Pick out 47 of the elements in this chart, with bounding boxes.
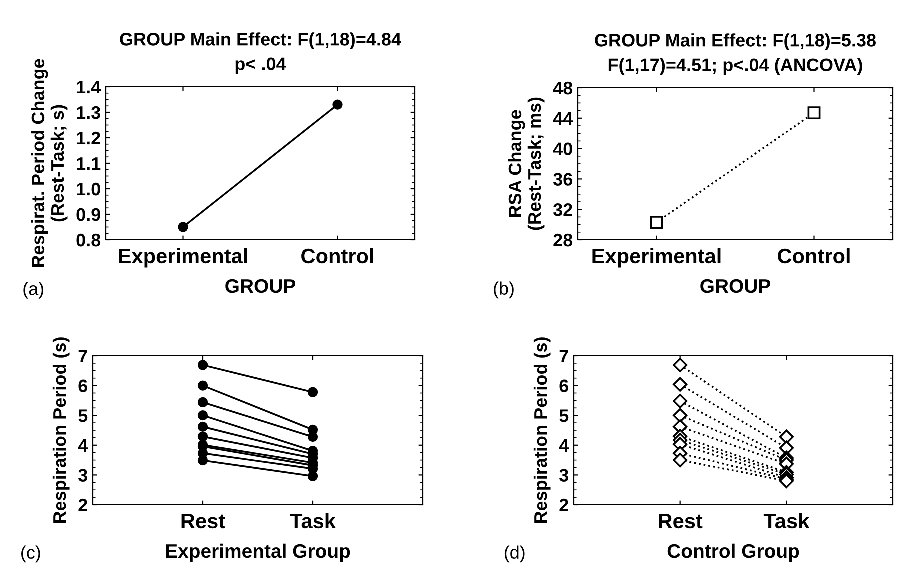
x-tick-label: Rest (182, 514, 226, 529)
text: (a) (24, 282, 44, 299)
y-tick-label: 5 (560, 410, 569, 422)
y-axis-title: Respirat. Period Change (Rest-Task; s) (31, 59, 68, 268)
y-tick-label: 1.0 (77, 182, 100, 196)
y-axis-title: Respiration Period (s) (52, 338, 70, 524)
y-tick-label: 0.8 (76, 234, 101, 247)
y-tick-label: 6 (560, 380, 568, 393)
y-tick-label: 1.3 (77, 106, 100, 120)
x-axis-title: Experimental Group (166, 544, 350, 562)
chart-title: GROUP Main Effect: F(1,18)=5.38 F(1,17)=4.51; p<.04 (ANCOVA) (595, 34, 876, 76)
y-tick-label: 7 (78, 350, 88, 363)
text: (c) (22, 546, 40, 563)
y-tick-label: 5 (78, 410, 88, 422)
x-tick-label: Rest (659, 514, 703, 529)
x-tick-label: Control (778, 248, 850, 264)
x-axis-title: GROUP (226, 279, 296, 294)
y-tick-label: 36 (553, 173, 572, 186)
x-tick-label: Experimental (592, 248, 721, 268)
y-tick-label: 0.9 (76, 208, 100, 222)
x-axis-title: GROUP (700, 279, 770, 294)
y-tick-label: 32 (553, 204, 572, 216)
x-tick-label: Experimental (119, 248, 248, 268)
y-tick-label: 7 (560, 350, 568, 363)
y-tick-label: 3 (78, 469, 88, 482)
y-tick-label: 4 (78, 440, 88, 452)
y-tick-label: 1.4 (77, 81, 102, 94)
y-tick-label: 2 (560, 498, 568, 512)
y-tick-label: 1.2 (77, 132, 100, 145)
x-tick-label: Task (290, 513, 336, 529)
y-axis-title: Respiration Period (s) (534, 338, 551, 524)
y-tick-label: 3 (560, 469, 568, 482)
y-tick-label: 28 (554, 234, 573, 247)
y-tick-label: 2 (78, 498, 88, 512)
y-axis-title: RSA Change (Rest-Task; ms) (508, 98, 545, 230)
x-tick-label: Task (764, 513, 810, 529)
chart-title: GROUP Main Effect: F(1,18)=4.84 p< .04 (120, 32, 402, 74)
y-tick-label: 44 (553, 112, 574, 125)
y-tick-label: 1.1 (77, 158, 101, 170)
text: (b) (494, 282, 514, 299)
x-axis-title: Control Group (668, 544, 800, 562)
y-tick-label: 48 (553, 82, 573, 95)
x-tick-label: Control (302, 248, 374, 264)
y-tick-label: 4 (559, 440, 570, 452)
text: (d) (504, 546, 525, 563)
y-tick-label: 6 (78, 380, 88, 393)
y-tick-label: 40 (553, 142, 572, 156)
